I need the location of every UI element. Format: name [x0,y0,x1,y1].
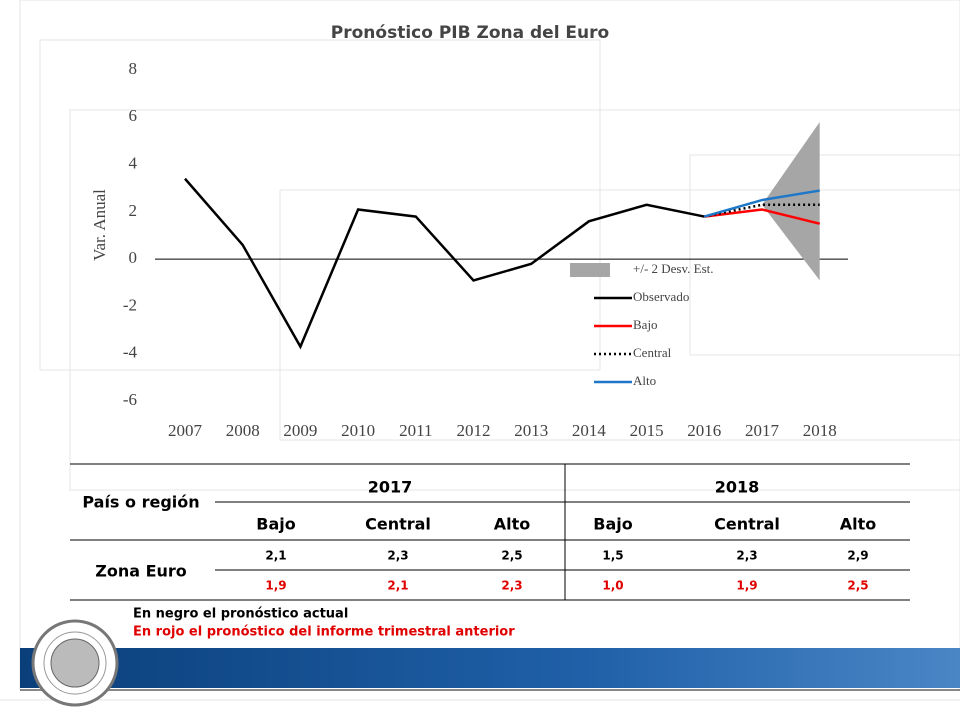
series-line [704,208,820,225]
legend-label: Observado [633,289,689,304]
note: En rojo el pronóstico del informe trimes… [133,625,515,640]
legend-label: Central [633,345,672,360]
chart-title: Pronóstico PIB Zona del Euro [331,23,609,43]
table-cell: 2017 [368,478,413,497]
background-decor [0,0,960,701]
y-tick-label: 0 [129,248,138,267]
x-tick-label: 2012 [457,421,491,440]
x-tick-label: 2017 [745,421,780,440]
table-cell: 2,3 [736,549,757,563]
y-tick-label: 8 [129,59,138,78]
band [762,122,820,281]
table-cell: 2,9 [847,549,868,563]
table-cell: 1,5 [602,549,623,563]
y-tick-label: -6 [123,390,137,409]
table-cell: Alto [840,515,877,534]
y-tick-label: 2 [129,201,138,220]
table-cell: 1,9 [736,579,757,593]
table-cell: 2,5 [847,579,868,593]
table-cell: País o región [82,493,199,512]
table-cell: Zona Euro [95,562,187,581]
series-line [703,189,820,218]
table-cell: Central [365,515,431,534]
y-tick-label: 6 [129,106,138,125]
y-tick-label: -4 [123,343,138,362]
table-cell: Alto [494,515,531,534]
legend-label: Bajo [633,317,658,332]
table: País o región 2017 2018 Bajo 2,1 1,9 Central 2,… [70,463,910,601]
table-cell: Bajo [256,515,295,534]
table-cell: Central [714,515,780,534]
x-tick-label: 2007 [168,421,203,440]
y-tick-label: -2 [123,295,137,314]
x-tick-label: 2018 [803,421,837,440]
table-cell: 2,5 [501,549,522,563]
table-cell: 2,1 [387,579,408,593]
x-tick-label: 2011 [399,421,432,440]
table-cell: 2,1 [265,549,286,563]
table-cell: 2018 [715,478,760,497]
note: En negro el pronóstico actual [133,607,348,622]
table-cell: 2,3 [387,549,408,563]
footer-bar [20,648,960,688]
table-cell: Bajo [593,515,632,534]
legend-label: +/- 2 Desv. Est. [633,261,714,276]
logo [31,619,119,707]
y-tick-label: 4 [129,153,138,172]
y-axis-label: Var. Anual [90,189,109,261]
x-tick-label: 2008 [226,421,260,440]
legend-swatch [570,263,610,277]
x-tick-label: 2014 [572,421,607,440]
x-tick-label: 2016 [687,421,721,440]
x-tick-label: 2010 [341,421,375,440]
table-cell: 1,0 [602,579,623,593]
table-cell: 1,9 [265,579,286,593]
legend-label: Alto [633,373,656,388]
x-tick-label: 2013 [514,421,548,440]
x-tick-label: 2015 [630,421,664,440]
series-line [184,177,705,350]
x-tick-label: 2009 [283,421,317,440]
table-cell: 2,3 [501,579,522,593]
